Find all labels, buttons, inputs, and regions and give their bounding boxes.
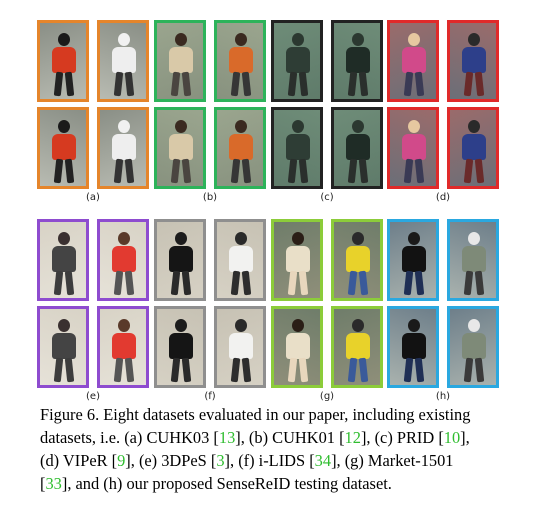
caption-text: ], (460, 428, 470, 447)
person-image (37, 219, 89, 301)
person-image (331, 107, 383, 189)
dataset-figure-grid: (a) (b) (c) (d) (e) (f) (g) (h) (37, 20, 503, 403)
person-image (37, 306, 89, 388)
citation-link[interactable]: 33 (45, 474, 62, 493)
citation-link[interactable]: 13 (218, 428, 236, 447)
dataset-panel: (e) (37, 219, 149, 402)
panel-label: (h) (435, 391, 451, 402)
caption-line-3: (d) VIPeR [9], (e) 3DPeS [3], (f) i-LIDS… (40, 449, 512, 472)
dataset-panel: (d) (387, 20, 499, 203)
person-image (271, 306, 323, 388)
panel-label: (g) (319, 391, 335, 402)
person-image (447, 20, 499, 102)
person-image (331, 306, 383, 388)
panel-row-bottom: (e) (f) (g) (h) (37, 219, 503, 403)
person-image (97, 219, 149, 301)
person-image (271, 107, 323, 189)
citation-link[interactable]: 3 (216, 451, 225, 470)
person-image (37, 20, 89, 102)
caption-text: ], (f) i-LIDS [ (224, 451, 315, 470)
panel-label: (b) (202, 192, 218, 203)
person-image (271, 20, 323, 102)
panel-label: (f) (204, 391, 216, 402)
person-image (387, 107, 439, 189)
person-image (214, 219, 266, 301)
person-image (447, 219, 499, 301)
caption-text: ], (g) Market-1501 (331, 451, 454, 470)
caption-text: ], and (h) our proposed SenseReID testin… (61, 474, 392, 493)
person-image (387, 219, 439, 301)
caption-text: ], (e) 3DPeS [ (125, 451, 217, 470)
person-image (214, 306, 266, 388)
citation-link[interactable]: 10 (443, 428, 461, 447)
panel-label: (e) (86, 391, 100, 402)
citation-link[interactable]: 34 (314, 451, 332, 470)
person-image (154, 219, 206, 301)
person-image (214, 20, 266, 102)
figure-caption: Figure 6. Eight datasets evaluated in ou… (40, 403, 512, 495)
panel-label: (c) (320, 192, 334, 203)
person-image (154, 306, 206, 388)
person-image (214, 107, 266, 189)
dataset-panel: (a) (37, 20, 149, 203)
caption-line-4: [33], and (h) our proposed SenseReID tes… (40, 472, 512, 495)
dataset-panel: (f) (154, 219, 266, 402)
person-image (97, 107, 149, 189)
person-image (154, 107, 206, 189)
person-image (97, 20, 149, 102)
citation-link[interactable]: 9 (117, 451, 126, 470)
person-image (154, 20, 206, 102)
person-image (331, 219, 383, 301)
person-image (271, 219, 323, 301)
citation-link[interactable]: 12 (344, 428, 361, 447)
person-image (447, 107, 499, 189)
caption-line-1: Figure 6. Eight datasets evaluated in ou… (40, 403, 512, 426)
caption-text: (d) VIPeR [ (40, 451, 118, 470)
dataset-panel: (h) (387, 219, 499, 402)
person-image (331, 20, 383, 102)
person-image (387, 306, 439, 388)
person-image (37, 107, 89, 189)
panel-label: (d) (435, 192, 451, 203)
person-image (97, 306, 149, 388)
caption-line-2: datasets, i.e. (a) CUHK03 [13], (b) CUHK… (40, 426, 512, 449)
panel-label: (a) (86, 192, 100, 203)
caption-text: ], (c) PRID [ (360, 428, 444, 447)
caption-text: ], (b) CUHK01 [ (235, 428, 345, 447)
caption-text: Figure 6. Eight datasets evaluated in ou… (40, 405, 471, 424)
person-image (387, 20, 439, 102)
dataset-panel: (c) (271, 20, 383, 203)
dataset-panel: (b) (154, 20, 266, 203)
caption-text: datasets, i.e. (a) CUHK03 [ (40, 428, 219, 447)
dataset-panel: (g) (271, 219, 383, 402)
caption-text: [ (40, 474, 46, 493)
panel-row-top: (a) (b) (c) (d) (37, 20, 503, 204)
person-image (447, 306, 499, 388)
